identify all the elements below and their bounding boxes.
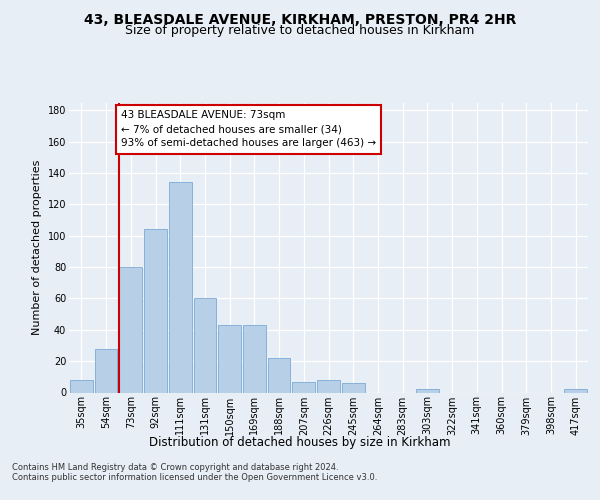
- Bar: [342, 383, 365, 392]
- Bar: [169, 182, 191, 392]
- Bar: [144, 230, 167, 392]
- Bar: [416, 390, 439, 392]
- Text: Size of property relative to detached houses in Kirkham: Size of property relative to detached ho…: [125, 24, 475, 37]
- Bar: [292, 382, 315, 392]
- Bar: [218, 325, 241, 392]
- Bar: [70, 380, 93, 392]
- Bar: [564, 390, 587, 392]
- Text: Distribution of detached houses by size in Kirkham: Distribution of detached houses by size …: [149, 436, 451, 449]
- Text: 43, BLEASDALE AVENUE, KIRKHAM, PRESTON, PR4 2HR: 43, BLEASDALE AVENUE, KIRKHAM, PRESTON, …: [84, 12, 516, 26]
- Text: Contains public sector information licensed under the Open Government Licence v3: Contains public sector information licen…: [12, 472, 377, 482]
- Y-axis label: Number of detached properties: Number of detached properties: [32, 160, 42, 335]
- Bar: [317, 380, 340, 392]
- Bar: [95, 348, 118, 393]
- Bar: [119, 267, 142, 392]
- Bar: [243, 325, 266, 392]
- Bar: [194, 298, 216, 392]
- Bar: [268, 358, 290, 392]
- Text: 43 BLEASDALE AVENUE: 73sqm
← 7% of detached houses are smaller (34)
93% of semi-: 43 BLEASDALE AVENUE: 73sqm ← 7% of detac…: [121, 110, 376, 148]
- Text: Contains HM Land Registry data © Crown copyright and database right 2024.: Contains HM Land Registry data © Crown c…: [12, 462, 338, 471]
